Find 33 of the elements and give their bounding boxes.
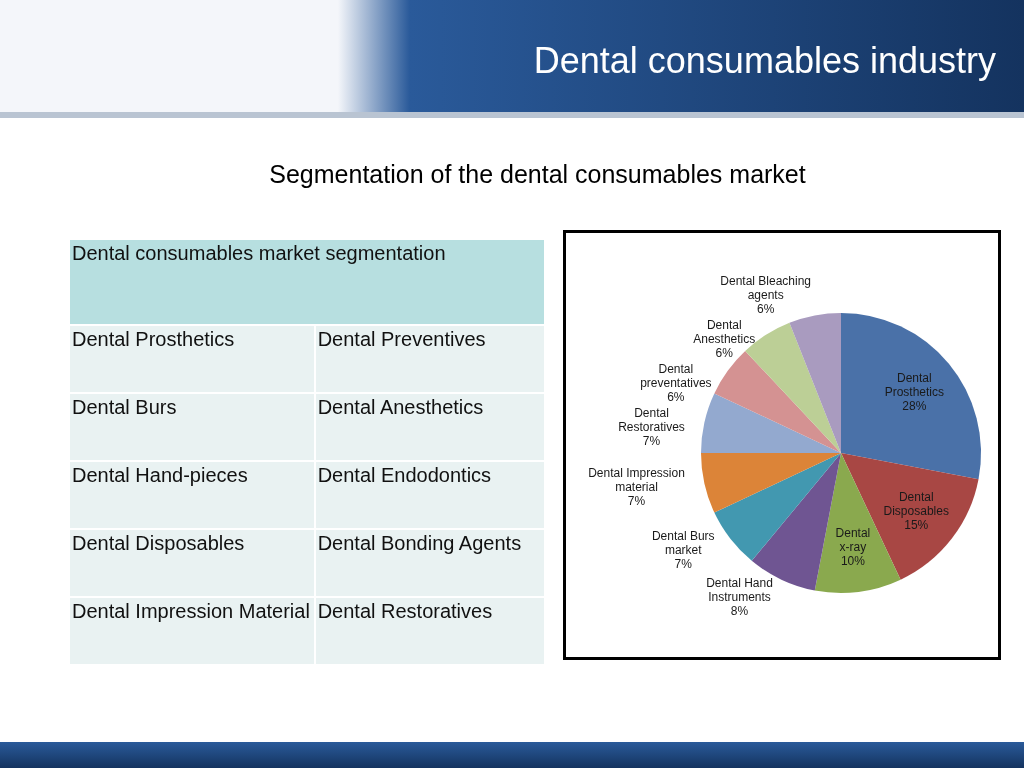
slice-label: Dental Anesthetics <box>693 318 756 347</box>
data-label: 7% <box>674 557 693 572</box>
text: Dental Disposables <box>69 529 315 597</box>
data-label: 8% <box>730 604 749 619</box>
slice-label: Dental Disposables <box>883 489 949 518</box>
slice-label: Dental preventatives <box>640 362 712 391</box>
data-label: 15% <box>904 517 929 532</box>
slice-label: Dental Hand Instruments <box>706 576 773 605</box>
slice-label: Dental Bleaching agents <box>720 274 812 303</box>
text: Dental Bonding Agents <box>314 529 545 597</box>
text: Dental Impression Material <box>69 597 315 665</box>
text: Dental Burs <box>69 393 315 461</box>
data-label: 6% <box>715 346 734 361</box>
text: Dental Hand-pieces <box>69 461 315 529</box>
text: Dental Prosthetics <box>69 325 315 393</box>
text: Dental consumables market segmentation <box>69 239 545 325</box>
text: Dental Preventives <box>314 325 545 393</box>
slice-label: Dental x-ray <box>835 525 871 554</box>
text: Dental Anesthetics <box>314 393 545 461</box>
data-label: 10% <box>840 553 866 568</box>
data-label: 6% <box>667 390 685 405</box>
data-label: 6% <box>756 302 775 317</box>
text: Dental consumables industry <box>533 40 996 82</box>
slice-label: Dental Restoratives <box>618 406 685 435</box>
data-label: 7% <box>642 434 661 449</box>
data-label: 7% <box>627 494 646 509</box>
text: Segmentation of the dental consumables market <box>268 160 807 189</box>
slice-label: Dental Burs market <box>651 529 715 558</box>
data-label: 28% <box>902 398 927 413</box>
text: Dental Endodontics <box>314 461 545 529</box>
slice-label: Dental Prosthetics <box>884 370 945 399</box>
text: Dental Restoratives <box>314 597 545 665</box>
slice-label: Dental Impression material <box>588 466 685 495</box>
